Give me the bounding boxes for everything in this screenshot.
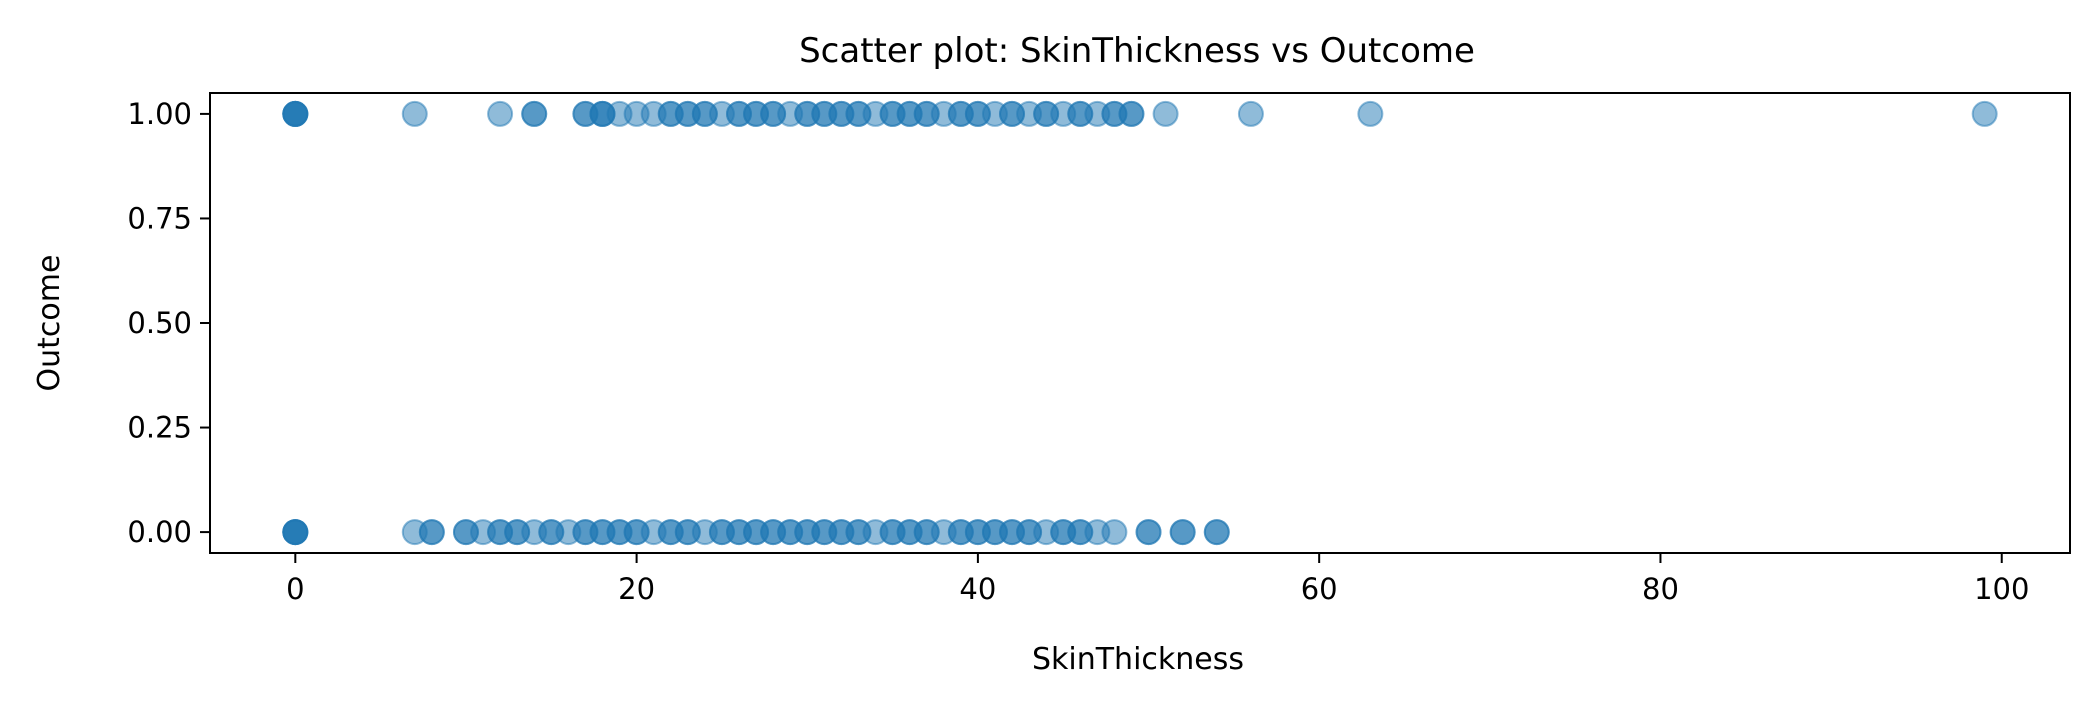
data-point [1357, 100, 1384, 127]
x-tick-label: 40 [959, 572, 996, 606]
data-point [418, 519, 445, 546]
data-point [487, 100, 514, 127]
x-tick-label: 80 [1642, 572, 1679, 606]
data-point [1135, 519, 1162, 546]
y-axis-label: Outcome [32, 255, 67, 392]
data-point [1152, 100, 1179, 127]
plot-frame [209, 92, 2071, 554]
data-point [282, 100, 309, 127]
data-point [1237, 100, 1264, 127]
y-tick-label: 0.25 [127, 411, 192, 445]
data-point [282, 519, 309, 546]
y-tick-label: 0.50 [127, 306, 192, 340]
data-point [1101, 519, 1128, 546]
x-tick-label: 100 [1974, 572, 2029, 606]
data-point [521, 100, 548, 127]
data-point [1118, 100, 1145, 127]
y-tick-label: 0.00 [127, 515, 192, 549]
data-point [401, 100, 428, 127]
data-point [1169, 519, 1196, 546]
chart-title: Scatter plot: SkinThickness vs Outcome [799, 31, 1475, 71]
y-axis-ticks: 0.00 0.25 0.50 0.75 1.00 [127, 97, 210, 549]
x-axis-ticks: 0 20 40 60 80 100 [286, 553, 2029, 606]
x-axis-label: SkinThickness [1032, 642, 1244, 677]
y-tick-label: 1.00 [127, 97, 192, 131]
data-point [1203, 519, 1230, 546]
x-tick-label: 20 [618, 572, 655, 606]
x-tick-label: 0 [286, 572, 304, 606]
data-point [1971, 100, 1998, 127]
data-points [282, 100, 1998, 546]
y-tick-label: 0.75 [127, 201, 192, 235]
x-tick-label: 60 [1301, 572, 1338, 606]
